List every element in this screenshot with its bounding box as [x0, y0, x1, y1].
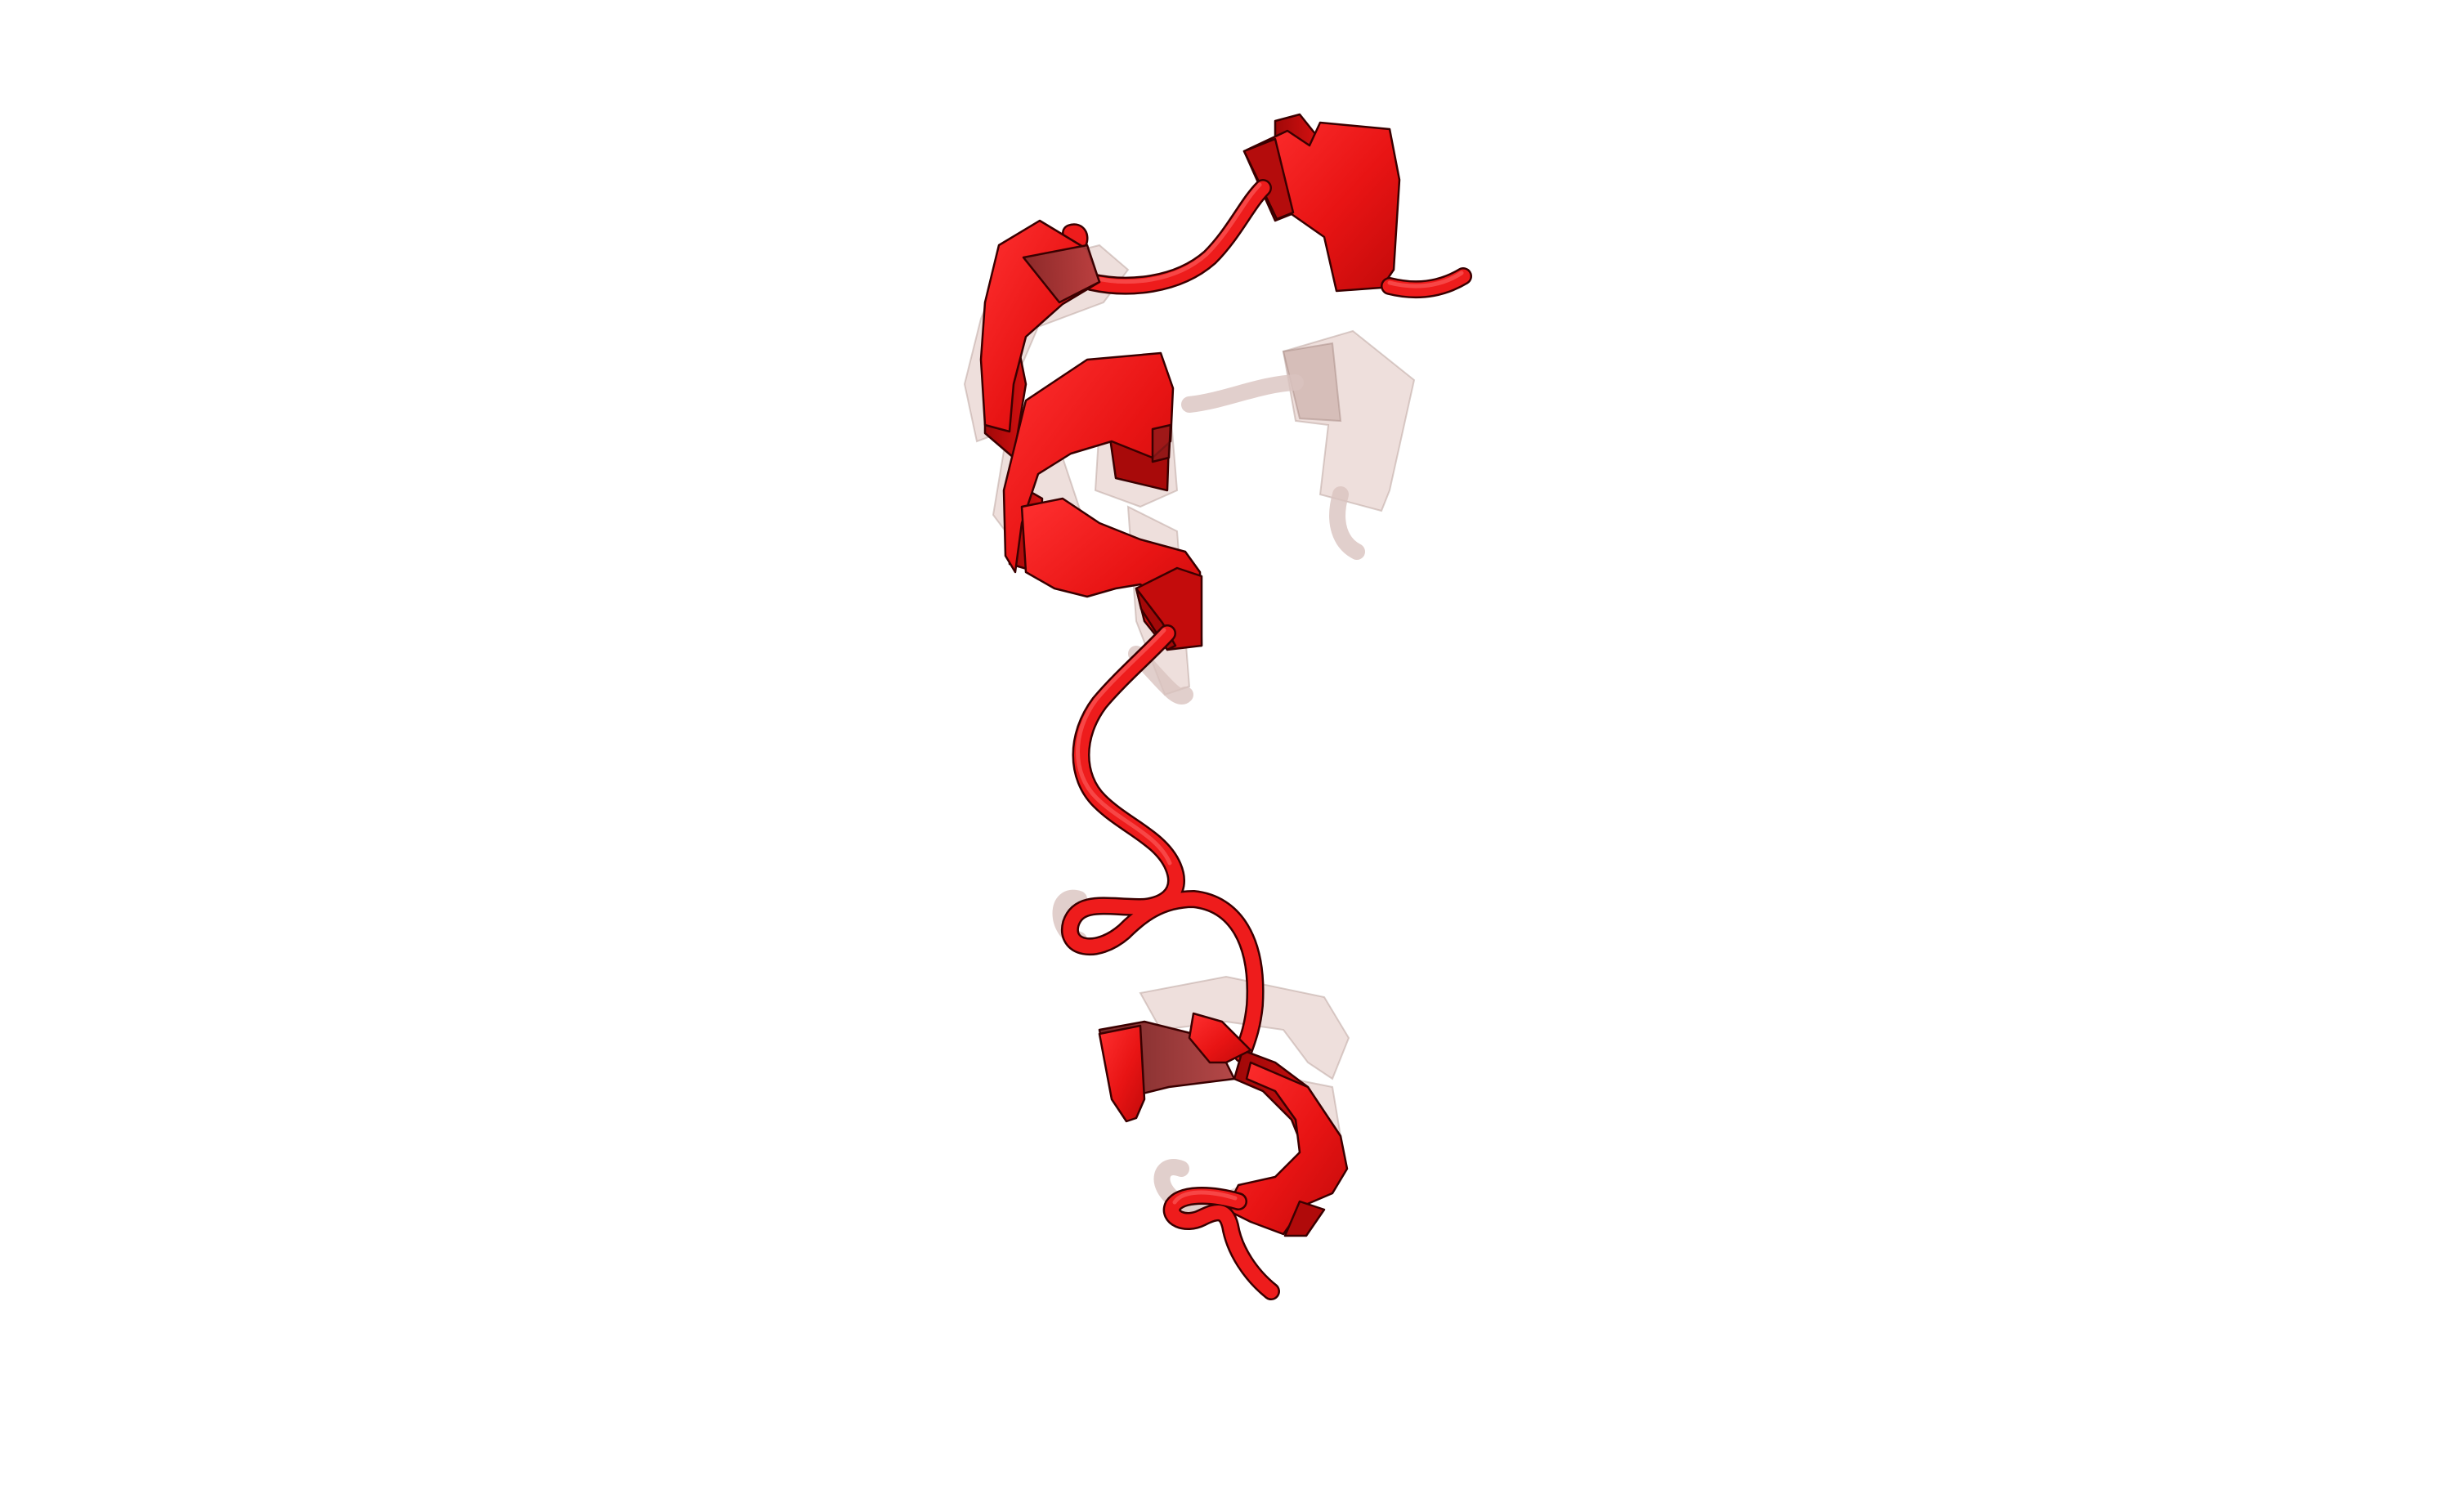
- helix-long: [979, 219, 1203, 651]
- helix-bottom: [1098, 1012, 1349, 1237]
- helix-top-right: [1242, 113, 1401, 293]
- red-structure: [979, 113, 1472, 1300]
